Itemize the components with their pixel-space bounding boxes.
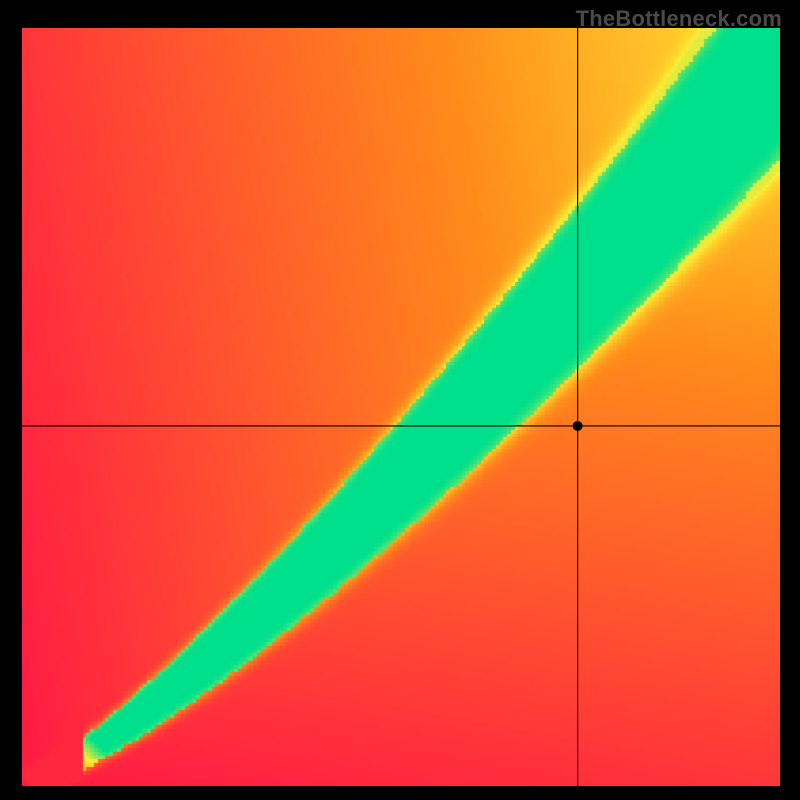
chart-container: TheBottleneck.com <box>0 0 800 800</box>
watermark-text: TheBottleneck.com <box>576 6 782 32</box>
heatmap-canvas <box>22 28 780 786</box>
